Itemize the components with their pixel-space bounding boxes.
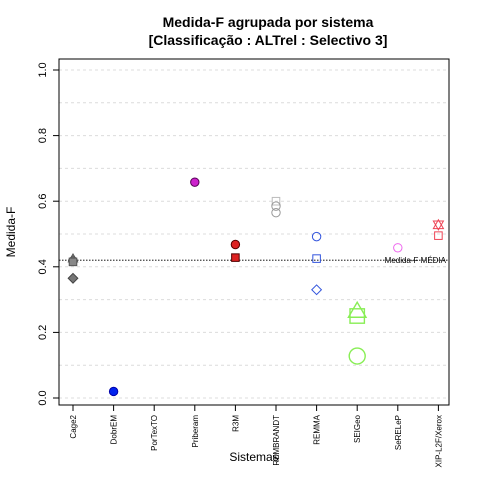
y-axis: 0.0 0.2 0.4 0.6 0.8 1.0 [37,62,59,406]
point-xip-l2f-xerox-star-inverted [432,220,445,231]
point-cage2-diamond [67,272,79,284]
x-tick-label-portexto: PorTexTO [150,415,159,451]
point-priberam-circle [190,177,200,187]
point-seigeo-triangle [347,300,368,318]
point-r3m-square [231,253,240,262]
reference-line-group: Medida-F MÉDIA [59,256,449,265]
y-tick-label: 1.0 [37,62,49,77]
y-tick-label: 0.2 [37,325,49,340]
point-seigeo-square [349,308,366,324]
grid-lines [59,69,449,399]
point-seigeo-circle [348,347,366,365]
x-tick-label-r3m: R3M [231,415,240,432]
x-axis-label: Sistemas [229,450,278,464]
y-axis-label: Medida-F [4,207,18,258]
point-remma-diamond [311,284,323,296]
point-xip-l2f-xerox-star [432,218,445,230]
plot-frame [58,58,450,406]
x-axis: Cage2 DobrEM PorTexTO Priberam R3M REMBRANDT R… [69,405,443,467]
x-tick-label-rembrandt: REMBRANDT [272,415,281,466]
point-serelep-circle [393,243,403,253]
x-tick-label-serelep: SeRELeP [394,415,403,450]
point-rembrandt-circle [271,201,281,211]
x-tick-label-dobrem: DobrEM [110,415,119,445]
point-dobrem-circle [108,386,119,397]
data-points [67,177,445,397]
y-tick-label: 0.4 [37,259,49,274]
point-remma-circle [311,231,322,242]
x-tick-label-seigeo: SEIGeo [353,414,362,443]
x-tick-label-priberam: Priberam [191,415,200,448]
point-rembrandt-circle [271,207,281,218]
point-cage2-square [68,257,78,267]
y-tick-label: 0.0 [37,390,49,405]
chart-subtitle: [Classificação : ALTrel : Selectivo 3] [149,32,388,48]
point-rembrandt-square [271,196,281,206]
chart-title: Medida-F agrupada por sistema [163,14,374,30]
reference-line-label: Medida-F MÉDIA [385,256,447,265]
y-tick-label: 0.6 [37,194,49,209]
x-tick-label-remma: REMMA [313,414,322,444]
point-remma-square [312,254,321,263]
x-tick-label-cage2: Cage2 [69,414,78,438]
y-tick-label: 0.8 [37,128,49,143]
point-xip-l2f-xerox-square [434,231,443,240]
x-tick-label-xip-l2f-xerox: XIP-L2F/Xerox [434,415,443,467]
point-r3m-circle [230,239,241,250]
